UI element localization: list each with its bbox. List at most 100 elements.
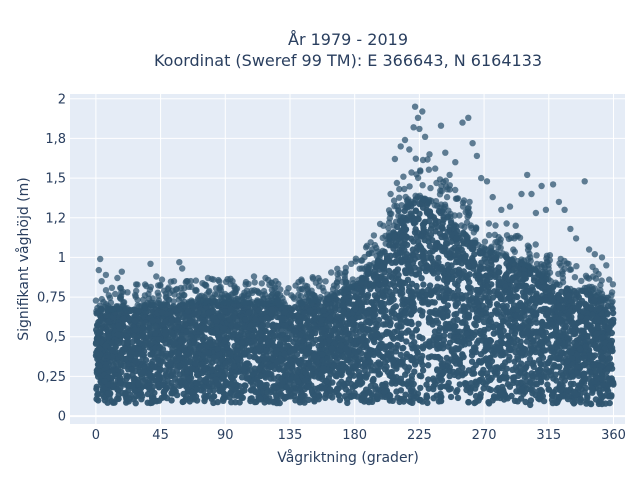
data-point [417, 385, 423, 391]
data-point [426, 343, 432, 349]
data-point [268, 363, 274, 369]
data-point [250, 382, 256, 388]
data-point [511, 374, 517, 380]
data-point [459, 351, 465, 357]
data-point [257, 337, 263, 343]
data-point [516, 276, 522, 282]
data-point [396, 378, 402, 384]
data-point [474, 310, 480, 316]
data-point [543, 366, 549, 372]
data-point [606, 325, 612, 331]
data-point [217, 313, 223, 319]
data-point [186, 376, 192, 382]
data-point [577, 346, 583, 352]
data-point [438, 394, 444, 400]
data-point [493, 371, 499, 377]
data-point [425, 238, 431, 244]
data-point [105, 333, 111, 339]
data-point [93, 386, 99, 392]
data-point [481, 319, 487, 325]
data-point [177, 378, 183, 384]
data-point [519, 344, 525, 350]
data-point [466, 301, 472, 307]
data-point [183, 352, 189, 358]
data-point [358, 321, 364, 327]
data-point [135, 339, 141, 345]
data-point [538, 387, 544, 393]
data-point [315, 343, 321, 349]
data-point [363, 374, 369, 380]
data-point [398, 257, 404, 263]
data-point [318, 317, 324, 323]
data-point [529, 373, 535, 379]
data-point [447, 332, 453, 338]
data-point [132, 358, 138, 364]
data-point [478, 351, 484, 357]
data-point [570, 381, 576, 387]
data-point [578, 396, 584, 402]
data-point [130, 345, 136, 351]
data-point [168, 318, 174, 324]
data-point [342, 382, 348, 388]
data-point [339, 336, 345, 342]
data-point [382, 359, 388, 365]
data-point [114, 338, 120, 344]
data-point [491, 395, 497, 401]
data-point [371, 352, 377, 358]
data-point [102, 397, 108, 403]
data-point [381, 389, 387, 395]
data-point [291, 347, 297, 353]
data-point [135, 380, 141, 386]
data-point [485, 378, 491, 384]
data-point [464, 324, 470, 330]
data-point [493, 387, 499, 393]
data-point [371, 275, 377, 281]
data-point [302, 378, 308, 384]
data-point [367, 281, 373, 287]
data-point [129, 367, 135, 373]
data-point [220, 396, 226, 402]
data-point [588, 305, 594, 311]
data-point [480, 303, 486, 309]
data-point [512, 287, 518, 293]
data-point [426, 316, 432, 322]
data-point [473, 382, 479, 388]
data-point [223, 360, 229, 366]
data-point [313, 326, 319, 332]
data-point [127, 395, 133, 401]
data-point [398, 359, 404, 365]
data-point [452, 293, 458, 299]
data-point [124, 375, 130, 381]
data-point [163, 367, 169, 373]
data-point [556, 295, 562, 301]
data-point [492, 352, 498, 358]
data-point [149, 396, 155, 402]
data-point [187, 317, 193, 323]
data-point [352, 363, 358, 369]
data-point [276, 334, 282, 340]
data-point [499, 340, 505, 346]
data-point [246, 310, 252, 316]
data-point [114, 386, 120, 392]
data-point [408, 292, 414, 298]
data-point [565, 312, 571, 318]
data-point [350, 331, 356, 337]
data-point [557, 356, 563, 362]
data-point [486, 272, 492, 278]
data-point [594, 324, 600, 330]
data-point [208, 367, 214, 373]
data-point [255, 389, 261, 395]
data-point [234, 393, 240, 399]
data-point [398, 318, 404, 324]
data-point [603, 392, 609, 398]
data-point [455, 395, 461, 401]
data-point [349, 316, 355, 322]
data-point [445, 309, 451, 315]
data-point [422, 219, 428, 225]
data-point [210, 315, 216, 321]
data-point [571, 331, 577, 337]
data-point [584, 315, 590, 321]
data-point [503, 289, 509, 295]
